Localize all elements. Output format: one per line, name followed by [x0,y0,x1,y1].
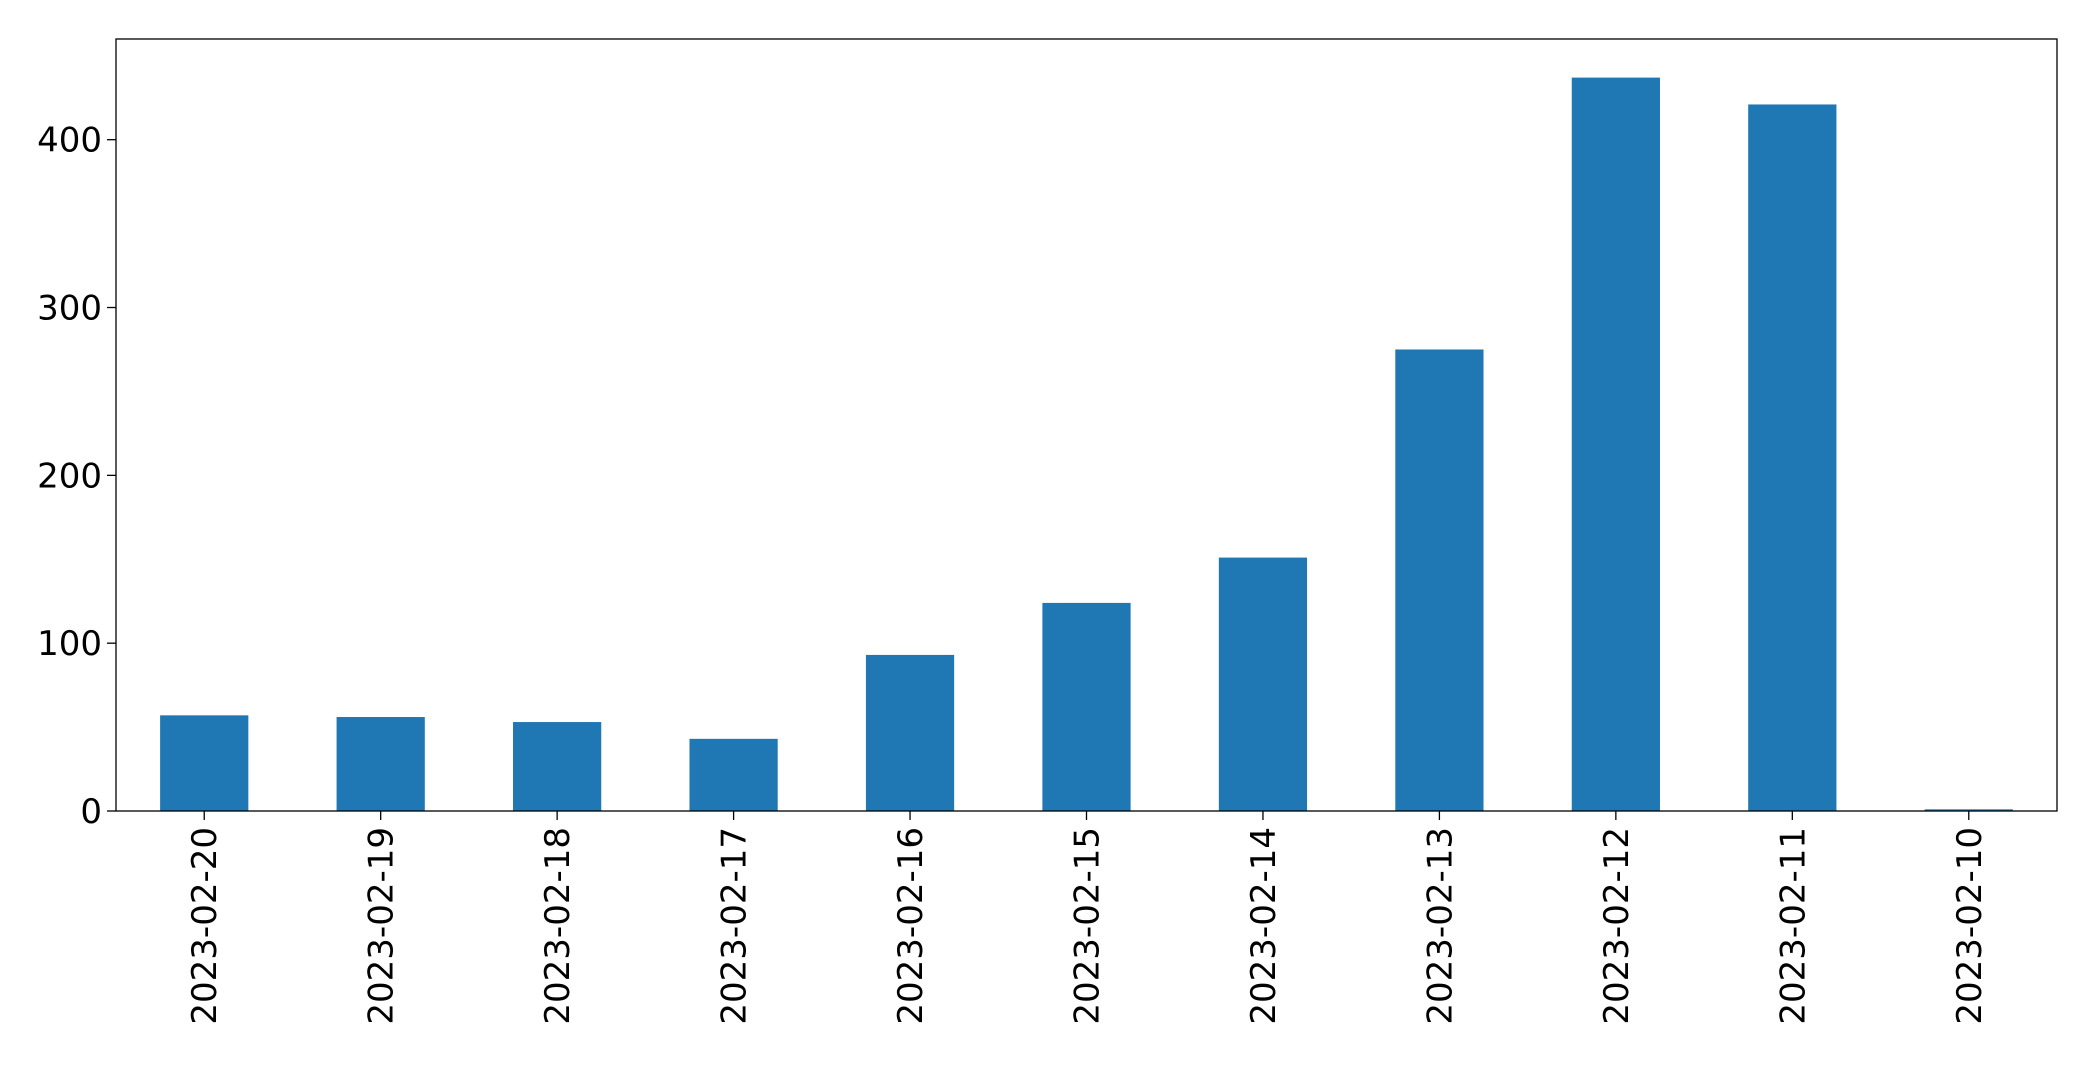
x-tick-label: 2023-02-20 [185,827,225,1025]
x-tick-label: 2023-02-13 [1420,827,1460,1025]
x-tick-label: 2023-02-12 [1597,827,1637,1025]
x-tick-label: 2023-02-11 [1773,827,1813,1025]
bar-2023-02-12 [1571,77,1660,812]
x-tick-label: 2023-02-16 [891,827,931,1025]
x-tick-label: 2023-02-18 [538,827,578,1025]
y-tick-label: 200 [37,456,102,496]
x-tick-label: 2023-02-10 [1950,827,1990,1025]
y-tick-label: 0 [80,792,102,832]
bar-2023-02-17 [689,738,778,811]
plot-area-frame [115,38,2058,812]
y-axis: 0 100 200 300 400 [37,121,116,832]
bar-2023-02-18 [513,722,602,811]
x-tick-label: 2023-02-14 [1244,827,1284,1025]
bar-2023-02-10 [1924,809,2013,811]
x-tick-label: 2023-02-15 [1068,827,1108,1025]
bars-layer [160,77,2013,812]
bar-2023-02-20 [160,715,249,811]
x-tick-label: 2023-02-19 [362,827,402,1025]
bar-2023-02-14 [1218,557,1308,811]
bar-2023-02-11 [1748,104,1837,812]
bar-2023-02-13 [1395,349,1484,811]
y-tick-label: 300 [37,289,102,329]
y-tick-label: 400 [37,121,102,161]
x-tick-label: 2023-02-17 [715,827,755,1025]
x-axis: 2023-02-20 2023-02-19 2023-02-18 2023-02-17… [185,811,1990,1025]
bar-2023-02-16 [865,654,955,811]
y-tick-label: 100 [37,624,102,664]
bar-2023-02-19 [336,717,425,811]
bar-2023-02-15 [1042,602,1131,811]
